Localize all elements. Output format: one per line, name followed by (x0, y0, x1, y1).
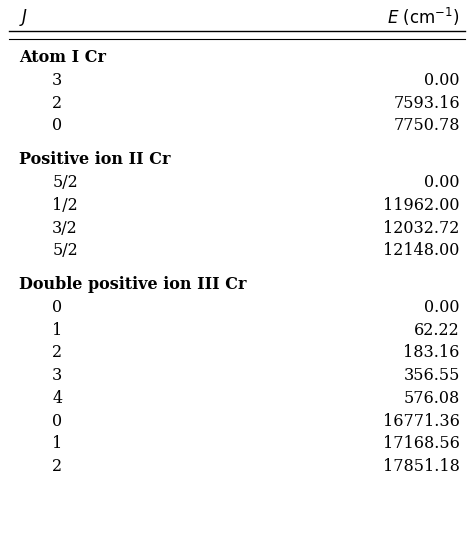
Text: Double positive ion III Cr: Double positive ion III Cr (19, 276, 246, 293)
Text: 3/2: 3/2 (52, 220, 78, 237)
Text: 3: 3 (52, 72, 63, 89)
Text: Positive ion II Cr: Positive ion II Cr (19, 151, 171, 169)
Text: 0.00: 0.00 (424, 174, 460, 191)
Text: 16771.36: 16771.36 (383, 412, 460, 430)
Text: Atom I Cr: Atom I Cr (19, 49, 106, 66)
Text: 0.00: 0.00 (424, 299, 460, 316)
Text: $J$: $J$ (19, 7, 28, 28)
Text: 1/2: 1/2 (52, 197, 78, 214)
Text: 12032.72: 12032.72 (383, 220, 460, 237)
Text: 17168.56: 17168.56 (383, 435, 460, 452)
Text: 5/2: 5/2 (52, 242, 78, 259)
Text: 2: 2 (52, 458, 62, 475)
Text: 0: 0 (52, 118, 62, 134)
Text: $E\ \mathrm{(cm^{-1})}$: $E\ \mathrm{(cm^{-1})}$ (387, 5, 460, 28)
Text: 1: 1 (52, 322, 63, 339)
Text: 0: 0 (52, 412, 62, 430)
Text: 5/2: 5/2 (52, 174, 78, 191)
Text: 183.16: 183.16 (403, 344, 460, 361)
Text: 0: 0 (52, 299, 62, 316)
Text: 62.22: 62.22 (414, 322, 460, 339)
Text: 1: 1 (52, 435, 63, 452)
Text: 12148.00: 12148.00 (383, 242, 460, 259)
Text: 7593.16: 7593.16 (393, 95, 460, 112)
Text: 17851.18: 17851.18 (383, 458, 460, 475)
Text: 4: 4 (52, 390, 62, 407)
Text: 11962.00: 11962.00 (383, 197, 460, 214)
Text: 2: 2 (52, 344, 62, 361)
Text: 576.08: 576.08 (403, 390, 460, 407)
Text: 7750.78: 7750.78 (393, 118, 460, 134)
Text: 356.55: 356.55 (403, 367, 460, 384)
Text: 0.00: 0.00 (424, 72, 460, 89)
Text: 2: 2 (52, 95, 62, 112)
Text: 3: 3 (52, 367, 63, 384)
